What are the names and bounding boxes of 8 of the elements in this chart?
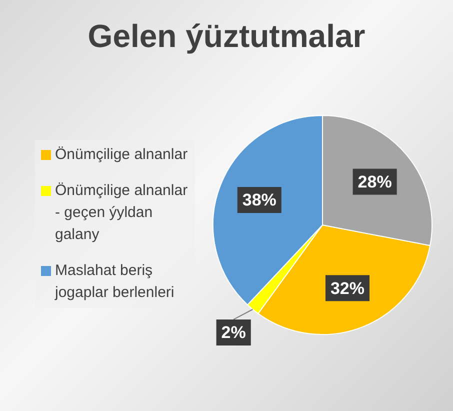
data-label: 38% [242, 190, 276, 210]
data-label: 2% [221, 323, 246, 342]
data-label: 28% [358, 172, 392, 192]
legend-label: Maslahat beriş jogaplar berlenleri [55, 261, 176, 303]
legend-label: Önümçilige alnanlar - geçen ýyldan galany [55, 181, 189, 245]
data-label: 32% [330, 278, 365, 298]
chart-title: Gelen ýüztutmalar [86, 18, 366, 55]
legend-label: Önümçilige alnanlar [55, 145, 188, 165]
